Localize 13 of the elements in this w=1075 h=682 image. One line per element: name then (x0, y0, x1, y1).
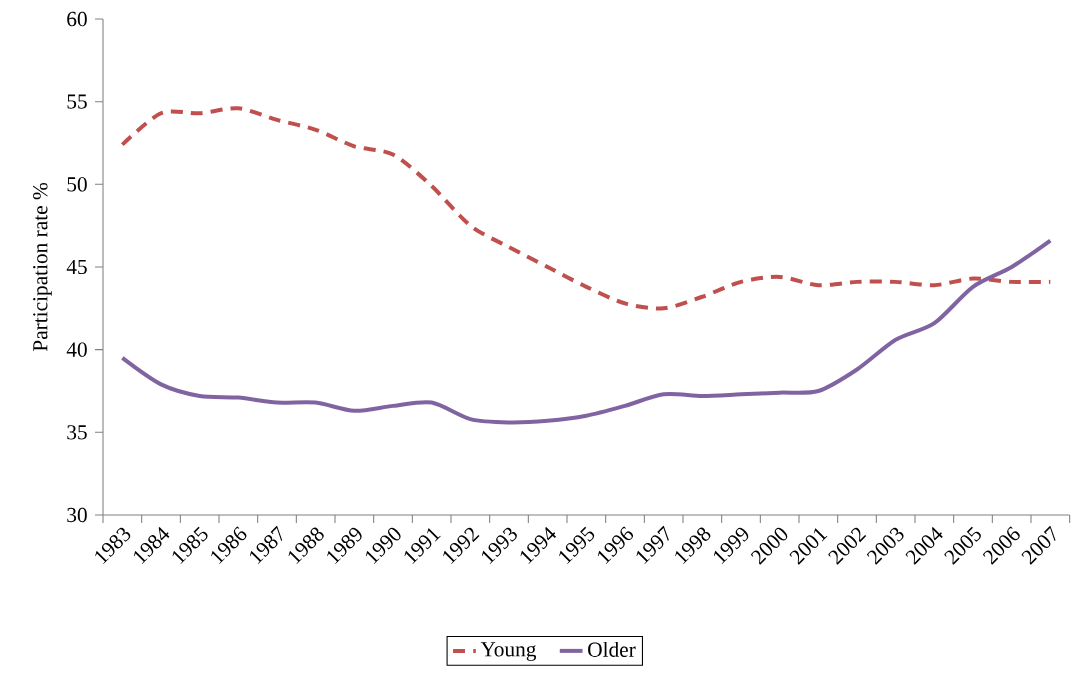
legend-label: Young (480, 642, 537, 661)
y-tick-label: 55 (67, 94, 87, 109)
y-tick-label: 35 (67, 425, 87, 440)
y-axis-title: Participation rate % (33, 182, 52, 352)
line-series (120, 238, 1053, 425)
y-tick-label: 40 (66, 342, 87, 357)
legend-label: Older (588, 641, 636, 657)
y-tick-label: 50 (67, 177, 87, 192)
y-tick-label: 60 (67, 11, 87, 27)
line-series (120, 106, 1053, 311)
y-tick-label: 45 (66, 259, 87, 275)
y-tick-label: 30 (67, 507, 87, 523)
x-tick-label: 1991 (404, 528, 441, 565)
